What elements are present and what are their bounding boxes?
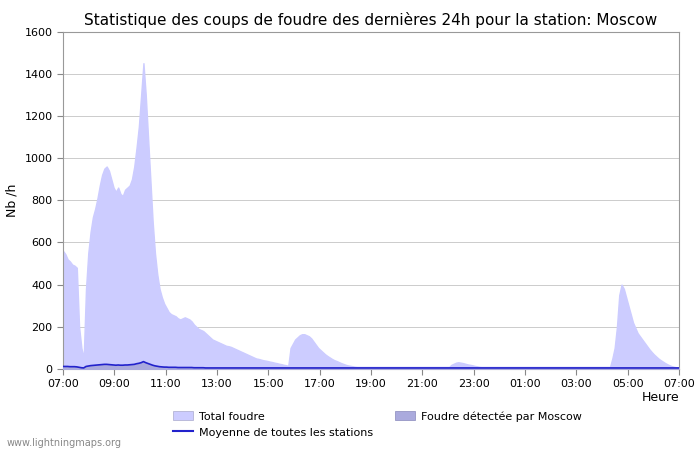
Y-axis label: Nb /h: Nb /h bbox=[6, 184, 19, 217]
Text: www.lightningmaps.org: www.lightningmaps.org bbox=[7, 438, 122, 448]
Legend: Total foudre, Moyenne de toutes les stations, Foudre détectée par Moscow: Total foudre, Moyenne de toutes les stat… bbox=[174, 411, 582, 438]
Title: Statistique des coups de foudre des dernières 24h pour la station: Moscow: Statistique des coups de foudre des dern… bbox=[85, 12, 657, 27]
Text: Heure: Heure bbox=[641, 391, 679, 404]
